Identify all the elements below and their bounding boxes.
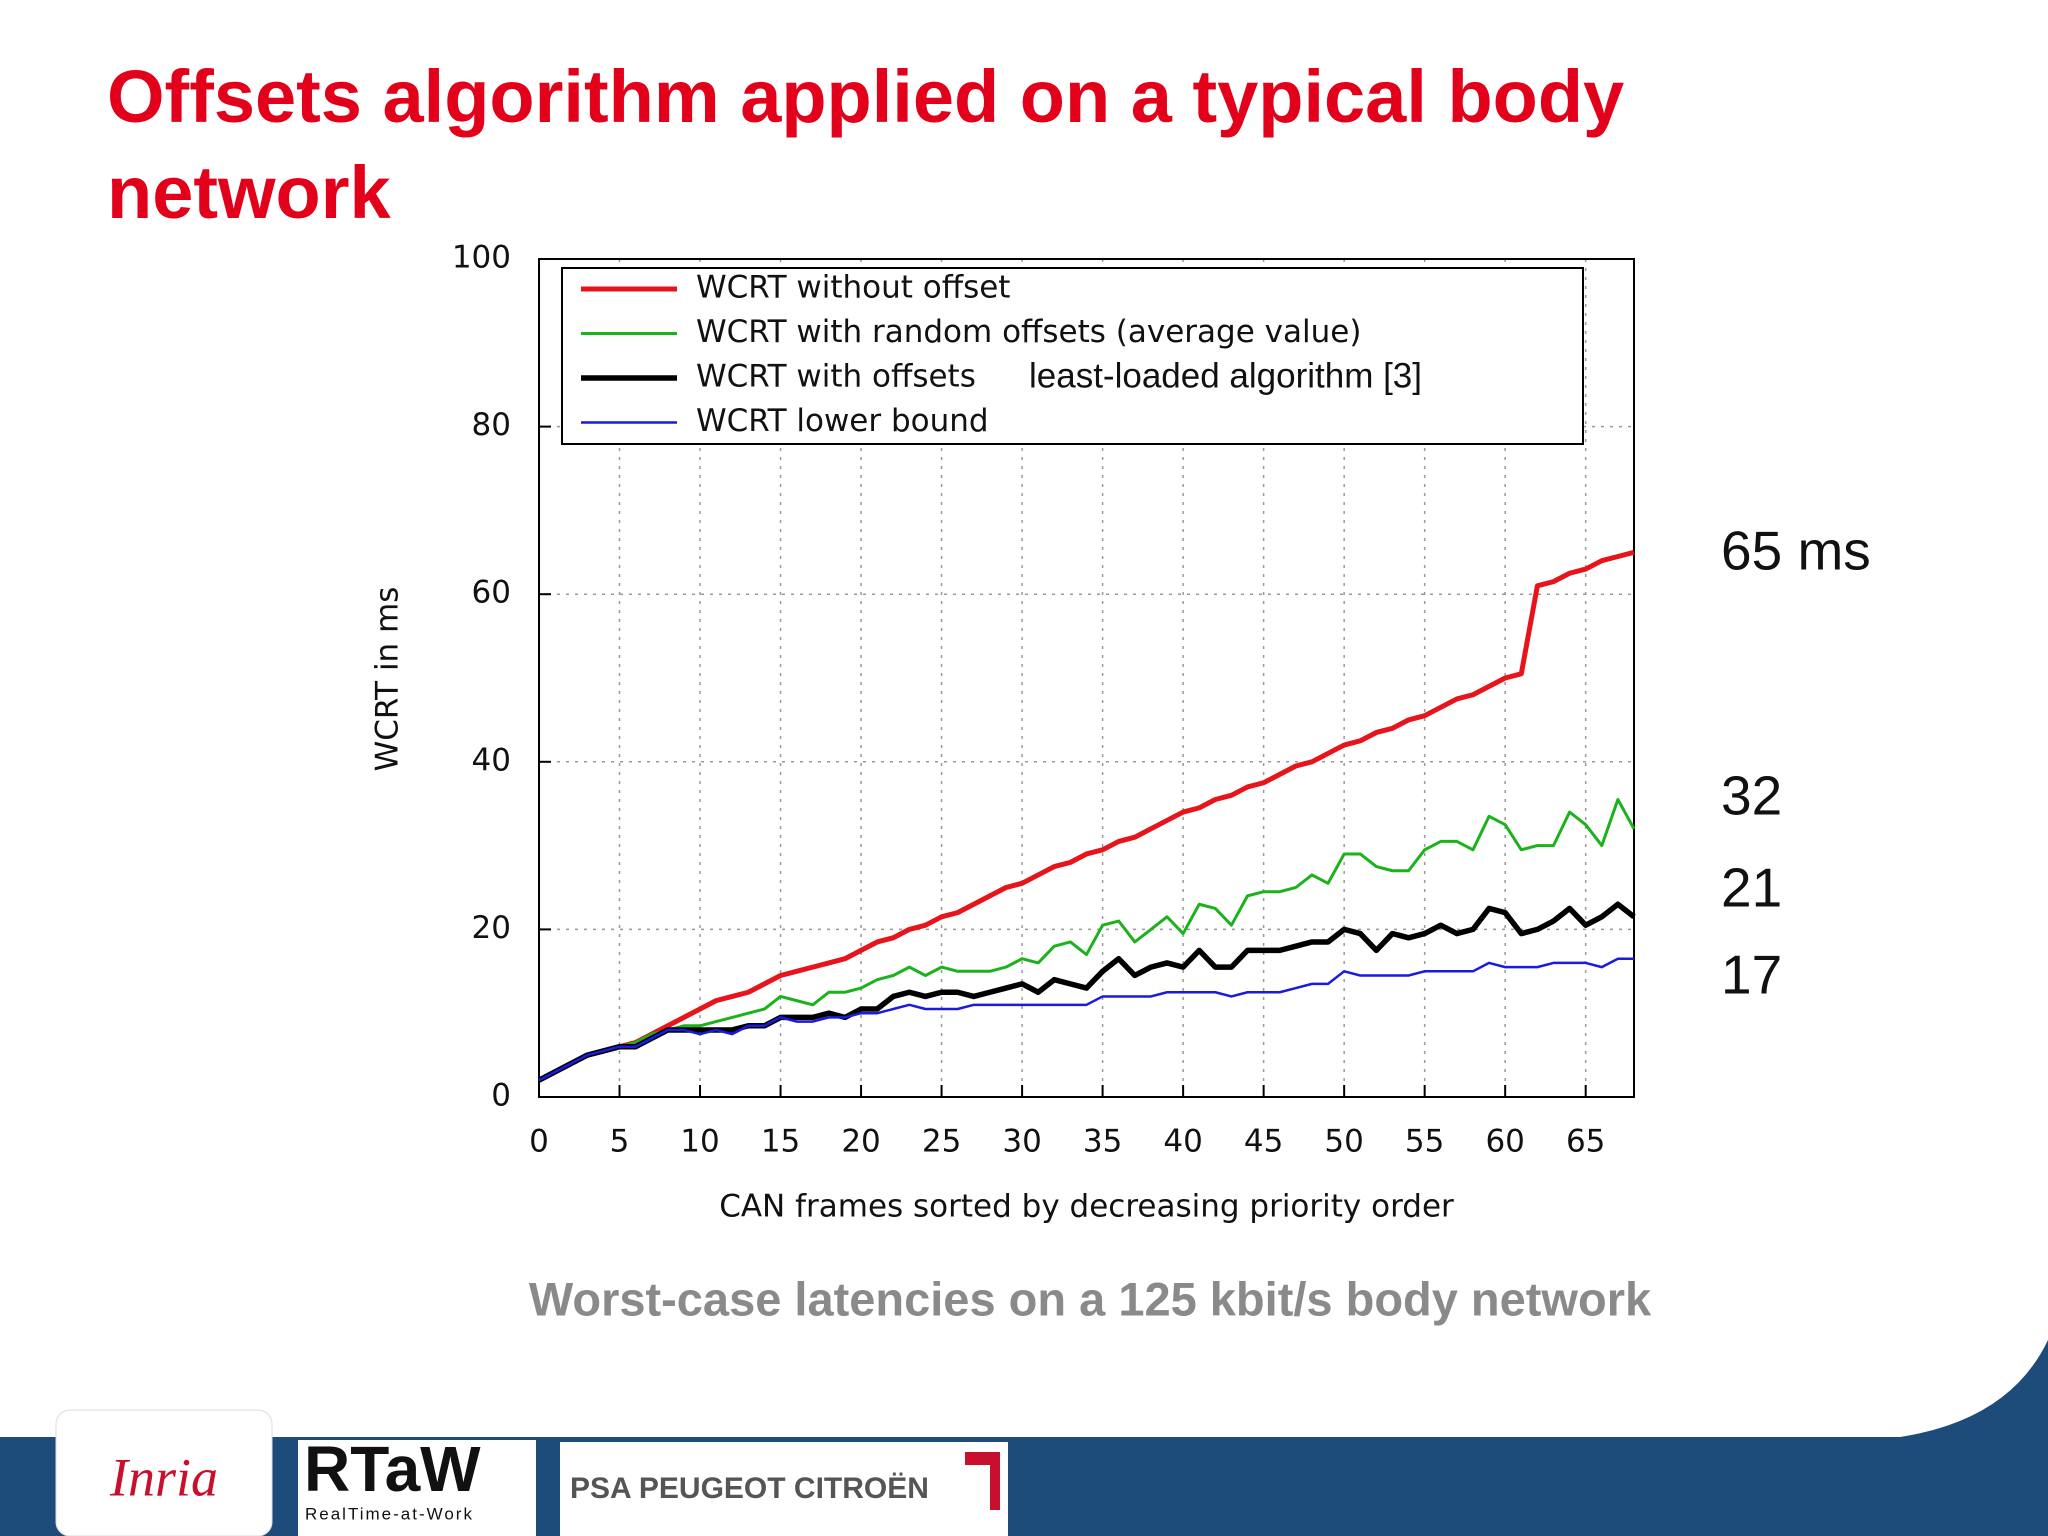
x-tick-label: 50 <box>1324 1124 1363 1160</box>
annotation: 17 <box>1721 944 1782 1006</box>
x-tick-label: 45 <box>1244 1124 1283 1160</box>
logo-rtaw-sub: RealTime-at-Work <box>305 1504 474 1523</box>
x-tick-label: 55 <box>1405 1124 1444 1160</box>
logo-psa: PSA PEUGEOT CITROËN <box>570 1472 929 1505</box>
series-line <box>538 957 1634 1082</box>
legend-box <box>561 267 1584 445</box>
logo-box <box>560 1442 1008 1536</box>
x-tick-label: 40 <box>1163 1124 1202 1160</box>
y-axis-label: WCRT in ms <box>370 587 406 772</box>
series-line <box>537 901 1636 1083</box>
chart: 0 20 40 60 80 100 0 5 10 15 20 25 30 35 40 45 50 55 60 65 CA… <box>370 240 1871 1225</box>
plot-frame <box>538 258 1635 1098</box>
x-tick-label: 10 <box>680 1124 719 1160</box>
y-tick-label: 80 <box>472 407 511 443</box>
y-tick-label: 60 <box>472 575 511 611</box>
y-tick-label: 20 <box>472 910 511 946</box>
x-tick-label: 5 <box>610 1124 630 1160</box>
annotation: 65 ms <box>1721 520 1871 582</box>
y-tick-label: 40 <box>472 742 511 778</box>
caption: Worst-case latencies on a 125 kbit/s bod… <box>529 1272 1652 1325</box>
logo-rtaw: RTaW <box>304 1433 481 1505</box>
x-tick-label: 25 <box>922 1124 961 1160</box>
x-tick-label: 20 <box>841 1124 880 1160</box>
x-axis-label: CAN frames sorted by decreasing priority… <box>719 1189 1454 1225</box>
logo-box <box>298 1440 536 1536</box>
logo-box <box>55 1409 273 1536</box>
logo-psa-mark <box>965 1452 1000 1510</box>
legend-note: least-loaded algorithm [3] <box>1029 356 1422 395</box>
x-tick-label: 30 <box>1002 1124 1041 1160</box>
legend-label: WCRT lower bound <box>696 403 989 439</box>
x-tick-label: 65 <box>1566 1124 1605 1160</box>
series-line <box>538 798 1636 1082</box>
legend-label: WCRT with random offsets (average value) <box>696 314 1361 350</box>
y-tick-label: 0 <box>491 1078 511 1114</box>
slide-title-line: Offsets algorithm applied on a typical b… <box>107 55 1624 138</box>
x-tick-label: 15 <box>761 1124 800 1160</box>
x-tick-label: 35 <box>1083 1124 1122 1160</box>
slide-title-line: network <box>107 151 392 234</box>
logo-inria: Inria <box>109 1447 218 1507</box>
annotation: 32 <box>1721 765 1782 827</box>
legend-label: WCRT without offset <box>696 270 1010 306</box>
y-tick-label: 100 <box>452 240 511 276</box>
legend-label: WCRT with offsets <box>696 359 976 395</box>
annotation: 21 <box>1721 857 1782 919</box>
x-tick-label: 60 <box>1485 1124 1524 1160</box>
x-tick-label: 0 <box>529 1124 549 1160</box>
series-line <box>537 549 1635 1083</box>
